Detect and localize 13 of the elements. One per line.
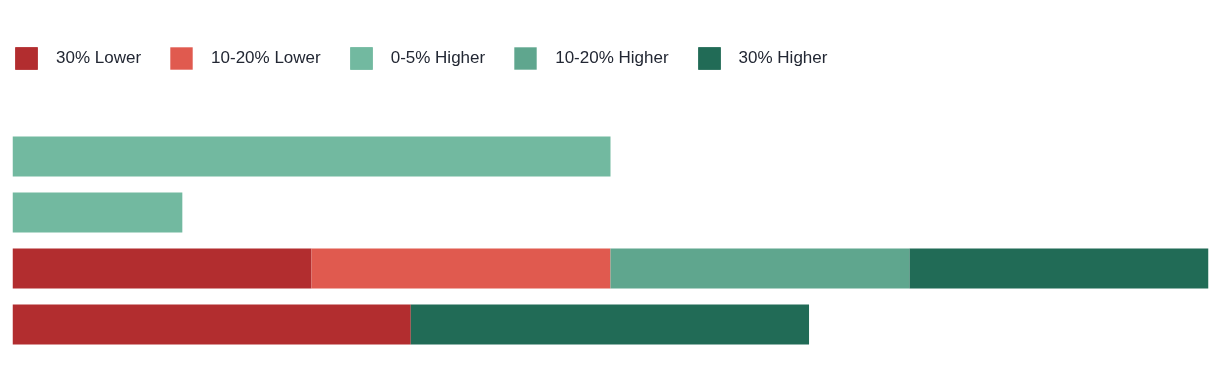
legend-label: 0-5% Higher (390, 47, 486, 69)
bar (12, 248, 312, 289)
legend-label: 30% Higher (738, 47, 828, 69)
bar (12, 136, 611, 177)
bar (610, 248, 910, 289)
bar (311, 248, 611, 289)
legend-label: 10-20% Higher (555, 47, 669, 69)
bar (12, 304, 411, 345)
legend-label: 10-20% Lower (211, 47, 321, 69)
legend-label: 30% Lower (56, 47, 142, 69)
bar (410, 304, 810, 345)
bar (909, 248, 1209, 289)
bar (12, 192, 183, 233)
